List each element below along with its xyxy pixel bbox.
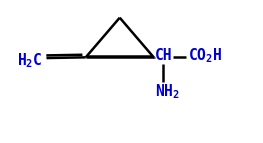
Text: CO$_{\mathregular{2}}$H: CO$_{\mathregular{2}}$H [188,47,222,65]
Text: NH$_{\mathregular{2}}$: NH$_{\mathregular{2}}$ [155,82,180,101]
Text: H$_{\mathregular{2}}$C: H$_{\mathregular{2}}$C [17,51,42,70]
Text: CH: CH [155,48,173,63]
